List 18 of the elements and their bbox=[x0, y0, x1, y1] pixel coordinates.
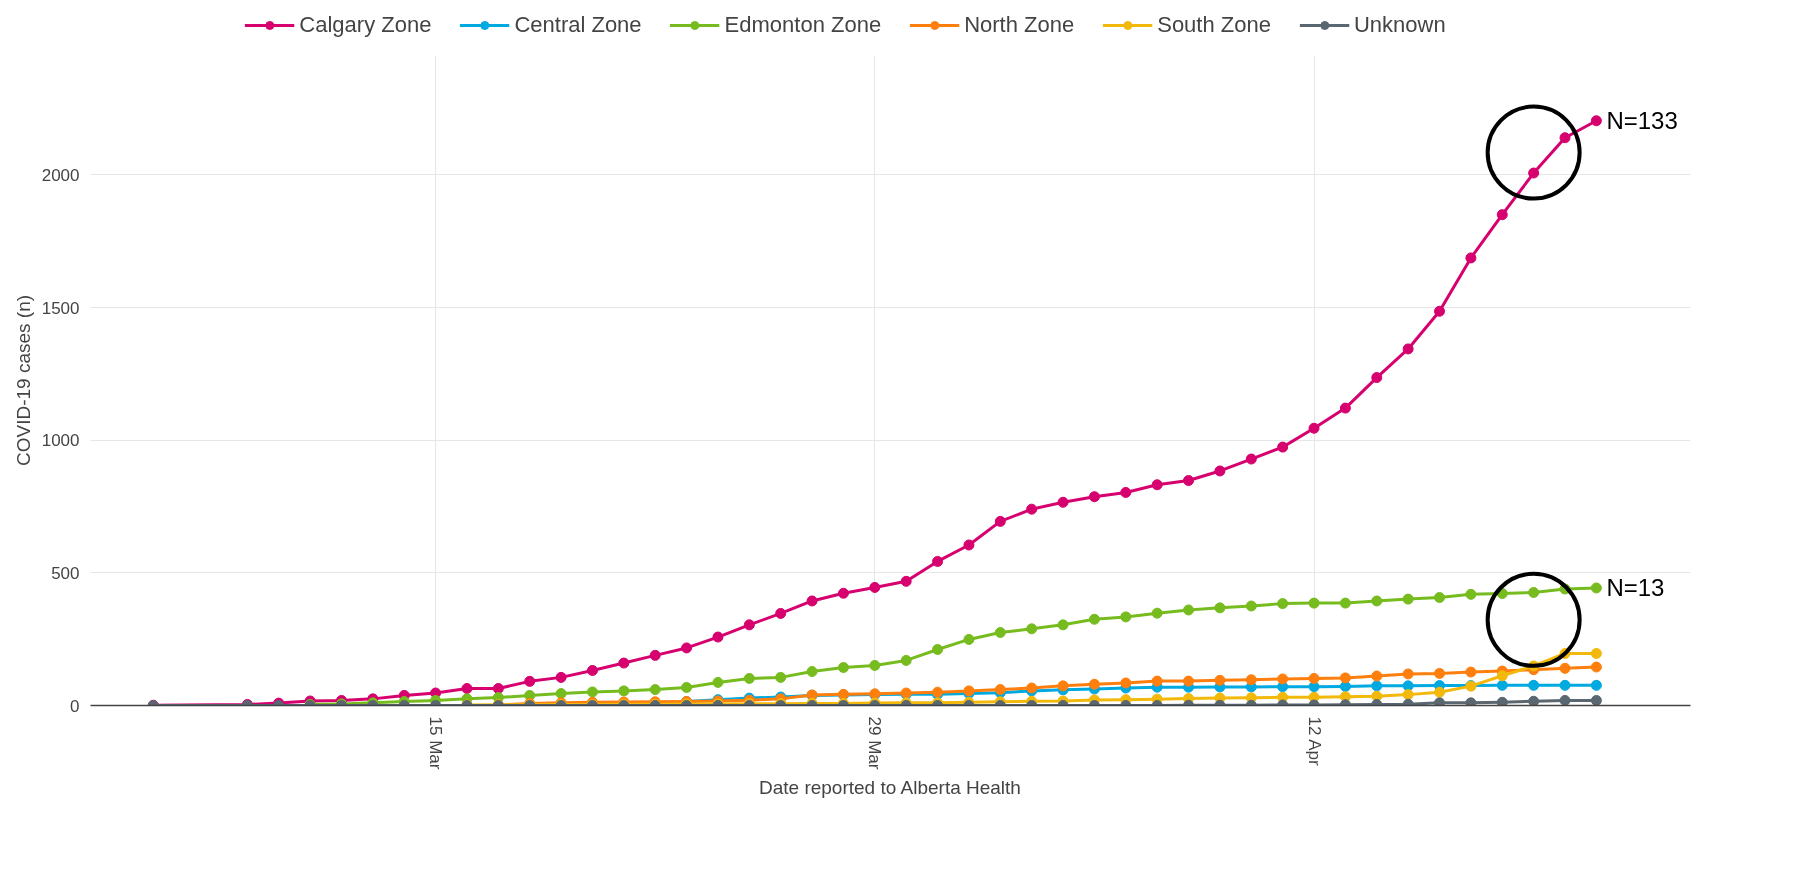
annotation: N=133 bbox=[1606, 107, 1678, 135]
legend-label: Calgary Zone bbox=[299, 12, 432, 38]
y-axis-title: COVID-19 cases (n) bbox=[12, 294, 34, 467]
x-tick-label: 15 Mar bbox=[426, 716, 446, 770]
legend-label: Central Zone bbox=[514, 12, 642, 38]
legend-label: North Zone bbox=[964, 12, 1075, 38]
x-tick-label: 12 Apr bbox=[1304, 716, 1324, 766]
x-axis-title: Date reported to Alberta Health bbox=[759, 777, 1021, 799]
legend-label: Unknown bbox=[1353, 12, 1446, 38]
y-tick-label: 1000 bbox=[41, 431, 80, 451]
y-tick-label: 0 bbox=[70, 696, 80, 716]
y-tick-label: 500 bbox=[51, 563, 80, 583]
annotation: N=13 bbox=[1606, 574, 1665, 602]
y-tick-label: 1500 bbox=[41, 298, 80, 318]
y-tick-label: 2000 bbox=[41, 165, 80, 185]
x-tick-label: 29 Mar bbox=[865, 716, 885, 770]
legend-label: South Zone bbox=[1157, 12, 1271, 38]
legend-label: Edmonton Zone bbox=[724, 12, 882, 38]
